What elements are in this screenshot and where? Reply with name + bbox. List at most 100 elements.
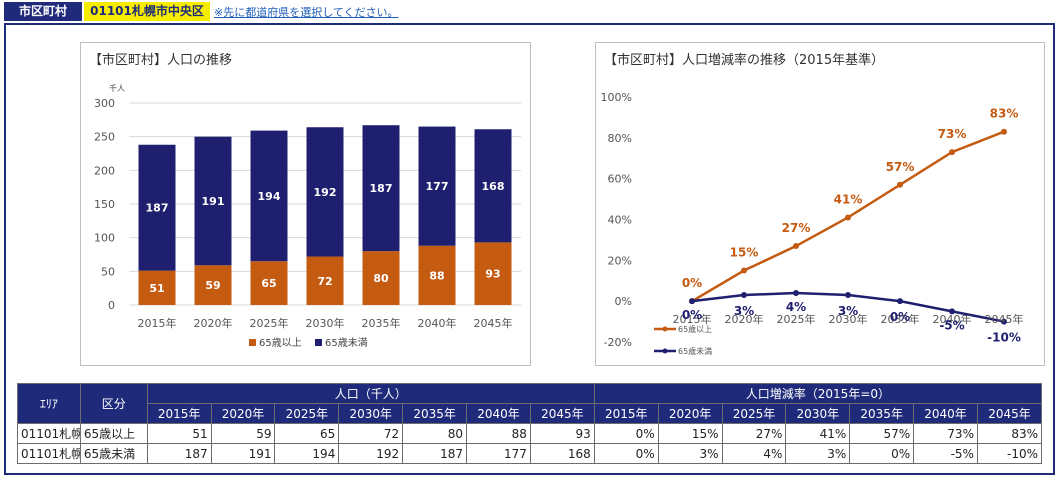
table-header-pop-year: 2015年 [146,403,212,424]
bar-value-label: 187 [146,202,169,215]
y-tick-label: 80% [608,132,632,145]
table-cell-population: 168 [529,443,595,464]
table-header-population: 人口（千人） [146,383,595,404]
bar-value-label: 187 [370,182,393,195]
table-cell-kubun: 65歳未満 [79,443,148,464]
data-point [897,181,903,188]
table-header-pop-year: 2030年 [338,403,404,424]
rate-chart-title: 【市区町村】人口増減率の推移（2015年基準） [604,53,885,68]
table-cell-rate: 41% [785,423,851,444]
bar-65-and-over [194,265,232,305]
bar-value-label: 80 [373,272,389,285]
population-chart-title: 【市区町村】人口の推移 [89,53,233,68]
legend-swatch-65-and-over [249,339,256,346]
y-tick-label: 50 [101,265,115,278]
data-label: 57% [886,160,915,174]
x-tick-label: 2040年 [418,316,457,330]
bar-value-label: 65 [261,277,276,290]
data-label: -10% [987,331,1021,345]
table-row: 01101札幌 65歳以上 51 59 65 72 80 88 93 0% 15% 27% 41% 57%… [17,423,1043,444]
table-cell-population: 191 [210,443,276,464]
bar-under-65 [362,125,400,252]
x-tick-label: 2015年 [138,316,177,330]
data-label: 3% [838,304,858,318]
table-cell-population: 88 [466,423,531,444]
bar-under-65 [474,129,512,243]
data-label: 83% [990,107,1019,121]
table-cell-area: 01101札幌 [17,423,81,444]
table-header-rate-year: 2020年 [657,403,723,424]
table-header-rate-year: 2030年 [785,403,851,424]
prefecture-hint-link[interactable]: ※先に都道府県を選択してください。 [214,6,399,19]
table-header-kubun: 区分 [79,383,148,424]
bar-under-65 [194,136,232,266]
x-tick-label: 2020年 [725,312,764,326]
legend-label: 65歳未満 [325,337,368,349]
data-label: 0% [682,308,702,322]
bar-value-label: 72 [317,275,332,288]
table-cell-population: 187 [402,443,468,464]
dashboard-frame [4,23,1055,475]
table-cell-rate: -10% [976,443,1043,464]
y-tick-label: 100% [601,91,632,104]
data-label: 73% [938,127,967,141]
population-chart-panel: 【市区町村】人口の推移 千人 0 50 100 150 200 250 300 51 187 201… [80,42,531,366]
table-header-rate-year: 2015年 [593,403,659,424]
table-row: 01101札幌 65歳未満 187 191 194 192 187 177 168 0% 3% 4% 3… [17,443,1043,464]
table-cell-rate: 3% [657,443,723,464]
bar-value-label: 191 [202,195,225,208]
rate-chart-panel: 【市区町村】人口増減率の推移（2015年基準） -20% 0% 20% 40% 60% 8… [595,42,1045,366]
legend-label: 65歳以上 [678,324,712,334]
population-table: ｴﾘｱ 区分 人口（千人） 人口増減率（2015年=0） 2015年 2020年 2… [17,383,1043,464]
data-point [741,292,747,299]
x-tick-label: 2030年 [829,312,868,326]
rate-line-chart: -20% 0% 20% 40% 60% 80% 100% 2015年 2020年 2025年 203… [601,91,1024,356]
data-label: 0% [682,276,702,290]
table-cell-kubun: 65歳以上 [79,423,148,444]
data-point [741,267,747,274]
municipality-select[interactable]: 01101札幌市中央区 [84,2,210,21]
data-point [793,243,799,250]
y-tick-label: 200 [94,164,115,177]
bar-under-65 [138,144,176,271]
table-header-rate-year: 2045年 [976,403,1043,424]
table-cell-rate: 0% [593,423,659,444]
bar-value-label: 51 [149,282,164,295]
table-header-pop-year: 2025年 [274,403,340,424]
table-cell-population: 194 [274,443,340,464]
bar-65-and-over [474,242,512,305]
y-tick-label: 60% [608,173,632,186]
x-tick-label: 2025年 [777,312,816,326]
bar-value-label: 168 [482,180,505,193]
data-label: -5% [939,318,964,332]
data-label: 27% [782,221,811,235]
y-tick-label: 100 [94,232,115,245]
data-point [897,298,903,305]
data-point [845,214,851,221]
data-point [689,298,695,305]
data-point [949,308,955,315]
y-tick-label: -20% [604,336,632,349]
y-tick-label: 0 [108,299,115,312]
table-cell-rate: 15% [657,423,723,444]
table-cell-area: 01101札幌 [17,443,81,464]
bar-value-label: 93 [485,268,500,281]
bar-65-and-over [362,251,400,305]
legend-label: 65歳以上 [259,337,302,349]
table-header-rate-year: 2040年 [913,403,978,424]
table-cell-population: 72 [338,423,404,444]
table-cell-rate: 83% [976,423,1043,444]
bar-value-label: 194 [258,190,281,203]
data-point [793,290,799,296]
bar-value-label: 88 [429,269,444,282]
data-point [949,149,955,156]
legend-swatch-under-65 [315,339,322,346]
bar-value-label: 177 [426,180,449,193]
bar-value-label: 192 [314,186,337,199]
y-tick-label: 20% [608,254,632,267]
bar-under-65 [306,127,344,257]
x-tick-label: 2020年 [194,316,233,330]
x-tick-label: 2030年 [306,316,345,330]
x-tick-label: 2040年 [933,312,972,326]
data-point [845,292,851,299]
